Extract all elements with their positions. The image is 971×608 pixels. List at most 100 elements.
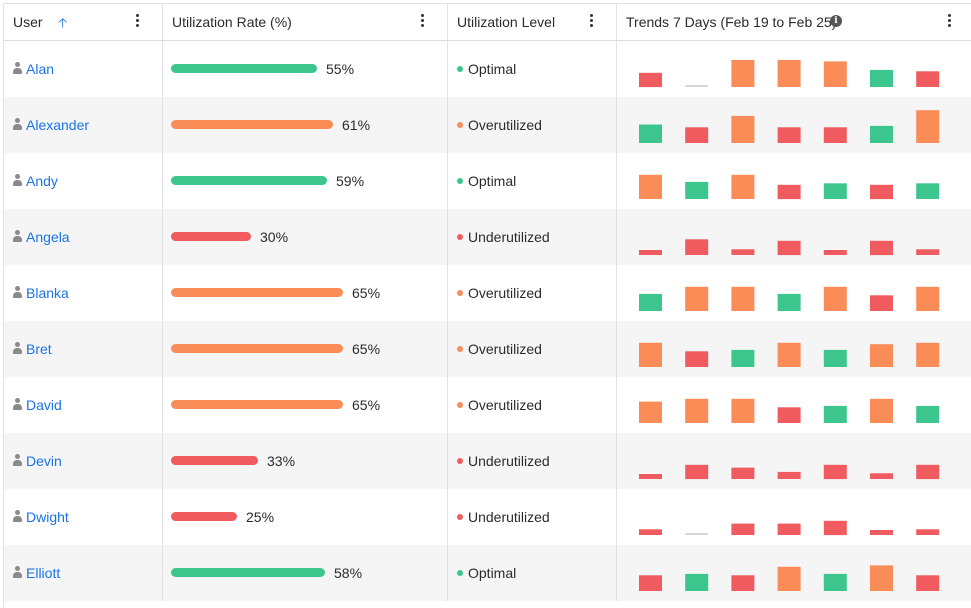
- utilization-percent: 59%: [336, 173, 365, 189]
- utilization-percent: 65%: [352, 285, 381, 301]
- trend-sparkline: [639, 286, 940, 311]
- trend-bar: [731, 115, 755, 143]
- status-dot-icon: [457, 458, 463, 464]
- table-row: Alan 55% Optimal: [4, 41, 971, 97]
- trend-bar: [731, 349, 755, 367]
- utilization-percent: 61%: [342, 117, 371, 133]
- utilization-percent: 33%: [267, 453, 296, 469]
- trend-bar: [639, 250, 662, 255]
- column-menu-icon[interactable]: [416, 12, 428, 30]
- trend-bar: [870, 69, 893, 87]
- utilization-level-text: Overutilized: [468, 285, 542, 301]
- trend-bar: [916, 183, 940, 199]
- user-icon: [12, 286, 23, 299]
- trend-bar: [777, 240, 801, 256]
- column-menu-icon[interactable]: [585, 12, 597, 30]
- status-dot-icon: [457, 402, 463, 408]
- cell-user: Blanka: [4, 265, 163, 321]
- user-name-link[interactable]: Dwight: [26, 509, 69, 525]
- trend-bar: [777, 184, 801, 200]
- trend-bar: [823, 520, 847, 536]
- cell-utilization-rate: 65%: [163, 265, 448, 321]
- user-icon: [12, 566, 23, 579]
- column-header-user[interactable]: User 🡡: [4, 4, 163, 40]
- column-menu-icon[interactable]: [943, 12, 955, 30]
- trend-bar: [870, 473, 893, 479]
- user-name-link[interactable]: Alexander: [26, 117, 90, 133]
- trend-sparkline: [639, 59, 940, 88]
- table-row: Angela 30% Underutilized: [4, 209, 971, 265]
- trend-bar: [870, 398, 893, 423]
- trend-bar: [685, 181, 709, 199]
- cell-utilization-rate: 59%: [163, 153, 448, 209]
- table-row: David 65% Overutilized: [4, 377, 971, 433]
- status-dot-icon: [457, 346, 463, 352]
- trend-bar: [685, 85, 709, 87]
- trend-bar: [777, 127, 801, 143]
- user-name-link[interactable]: Devin: [26, 453, 62, 469]
- column-header-level[interactable]: Utilization Level: [448, 4, 617, 40]
- cell-utilization-rate: 55%: [163, 41, 448, 97]
- column-header-trend-label: Trends 7 Days (Feb 19 to Feb 25): [626, 14, 837, 30]
- sort-ascending-icon[interactable]: 🡡: [58, 15, 68, 30]
- table-row: Bret 65% Overutilized: [4, 321, 971, 377]
- utilization-bar: [171, 120, 333, 129]
- utilization-level-text: Underutilized: [468, 453, 550, 469]
- info-icon[interactable]: i: [830, 15, 842, 27]
- trend-bar: [777, 342, 801, 367]
- user-name-link[interactable]: Andy: [26, 173, 58, 189]
- user-name-link[interactable]: Blanka: [26, 285, 69, 301]
- table-row: Devin 33% Underutilized: [4, 433, 971, 489]
- utilization-bar: [171, 232, 251, 241]
- user-name-link[interactable]: David: [26, 397, 62, 413]
- cell-utilization-level: Underutilized: [448, 489, 617, 545]
- status-dot-icon: [457, 178, 463, 184]
- user-icon: [12, 342, 23, 355]
- utilization-percent: 55%: [326, 61, 355, 77]
- user-icon: [12, 230, 23, 243]
- user-name-link[interactable]: Angela: [26, 229, 70, 245]
- user-icon: [12, 510, 23, 523]
- utilization-percent: 65%: [352, 397, 381, 413]
- utilization-bar: [171, 400, 343, 409]
- user-name-link[interactable]: Alan: [26, 61, 55, 77]
- cell-utilization-level: Underutilized: [448, 209, 617, 265]
- trend-bar: [639, 529, 662, 535]
- user-name-link[interactable]: Bret: [26, 341, 52, 357]
- utilization-bar: [171, 512, 237, 521]
- table-row: Andy 59% Optimal: [4, 153, 971, 209]
- utilization-bar: [171, 568, 325, 577]
- column-menu-icon[interactable]: [131, 12, 143, 30]
- table-row: Dwight 25% Underutilized: [4, 489, 971, 545]
- utilization-level-text: Underutilized: [468, 509, 550, 525]
- cell-trend: [617, 489, 971, 545]
- cell-utilization-level: Overutilized: [448, 377, 617, 433]
- cell-trend: [617, 545, 971, 601]
- cell-trend: [617, 209, 971, 265]
- user-name-link[interactable]: Elliott: [26, 565, 61, 581]
- status-dot-icon: [457, 234, 463, 240]
- trend-bar: [731, 398, 755, 423]
- trend-bar: [823, 286, 847, 311]
- table-row: Alexander 61% Overutilized: [4, 97, 971, 153]
- cell-utilization-level: Optimal: [448, 545, 617, 601]
- trend-bar: [916, 405, 940, 423]
- status-dot-icon: [457, 122, 463, 128]
- trend-bar: [870, 565, 893, 591]
- column-header-trend[interactable]: Trends 7 Days (Feb 19 to Feb 25) i: [617, 4, 971, 40]
- trend-sparkline: [639, 464, 940, 480]
- utilization-bar: [171, 456, 258, 465]
- trend-bar: [639, 293, 662, 311]
- trend-bar: [823, 61, 847, 87]
- trend-bar: [639, 174, 662, 199]
- trend-bar: [870, 240, 893, 256]
- trend-bar: [870, 530, 893, 535]
- utilization-level-text: Optimal: [468, 61, 517, 77]
- trend-bar: [731, 467, 755, 479]
- column-header-rate[interactable]: Utilization Rate (%): [163, 4, 448, 40]
- utilization-level-text: Underutilized: [468, 229, 550, 245]
- trend-sparkline: [639, 398, 940, 423]
- trend-bar: [685, 464, 709, 480]
- trend-bar: [823, 405, 847, 423]
- trend-bar: [870, 125, 893, 143]
